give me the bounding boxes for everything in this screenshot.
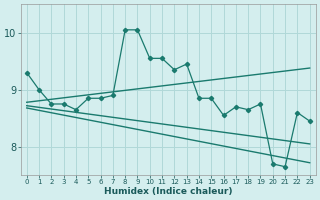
X-axis label: Humidex (Indice chaleur): Humidex (Indice chaleur) xyxy=(104,187,232,196)
